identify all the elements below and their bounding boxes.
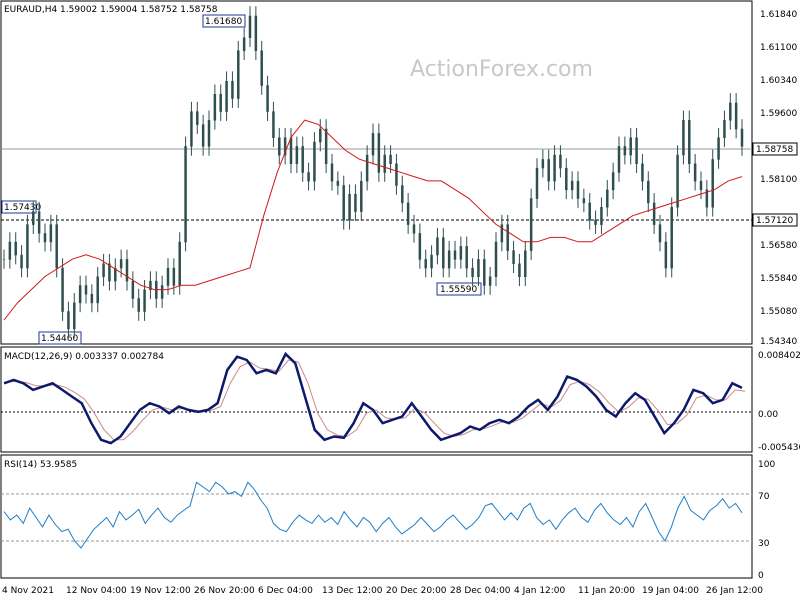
annotation-left-label: 1.57430 (4, 203, 41, 213)
support-price-box (752, 213, 798, 227)
x-tick-label: 26 Nov 20:00 (194, 586, 255, 596)
macd-tick-label: 0.00 (758, 410, 778, 420)
annotation-left: 1.57430 (1, 200, 41, 214)
x-axis: 4 Nov 2021 12 Nov 04:00 19 Nov 12:00 26 … (2, 586, 763, 596)
price-tick-label: 1.59600 (760, 109, 797, 119)
x-tick-label: 6 Dec 04:00 (258, 586, 313, 596)
x-tick-label: 26 Jan 12:00 (706, 586, 763, 596)
x-tick-label: 4 Nov 2021 (2, 586, 54, 596)
macd-title: MACD(12,26,9) 0.003337 0.002784 (4, 352, 164, 362)
x-tick-label: 13 Dec 12:00 (322, 586, 383, 596)
moving-average-line (3, 119, 743, 321)
price-tick-label: 1.58100 (760, 175, 797, 185)
annotation-high: 1.61680 (202, 14, 246, 28)
x-tick-label: 12 Nov 04:00 (66, 586, 127, 596)
macd-signal-line (6, 359, 746, 441)
price-candles (2, 6, 744, 339)
price-title: EURAUD,H4 1.59002 1.59004 1.58752 1.5875… (4, 5, 218, 15)
price-tick-label: 1.56580 (760, 241, 797, 251)
rsi-title: RSI(14) 53.9585 (4, 460, 77, 470)
x-tick-label: 20 Dec 20:00 (386, 586, 447, 596)
macd-tick-label: 0.008402 (758, 351, 800, 361)
price-tick-label: 1.61840 (760, 10, 797, 20)
rsi-line (3, 481, 743, 549)
x-tick-label: 4 Jan 12:00 (514, 586, 566, 596)
price-tick-label: 1.61100 (760, 43, 797, 53)
price-tick-label: 1.60340 (760, 76, 797, 86)
x-tick-label: 28 Dec 04:00 (450, 586, 511, 596)
annotation-dec-low-label: 1.55590 (440, 285, 477, 295)
price-panel (0, 0, 753, 345)
watermark: ActionForex.com (410, 57, 593, 82)
support-price-label: 1.57120 (756, 216, 793, 226)
macd-panel (0, 346, 753, 453)
x-tick-label: 19 Jan 04:00 (642, 586, 699, 596)
x-tick-label: 11 Jan 20:00 (578, 586, 635, 596)
rsi-tick-label: 70 (758, 492, 770, 502)
price-y-ticks: 1.61840 1.61100 1.60340 1.59600 1.58100 … (760, 10, 797, 347)
current-price-label: 1.58758 (756, 145, 793, 155)
annotation-low: 1.54460 (38, 331, 82, 345)
price-tick-label: 1.54340 (760, 337, 797, 347)
current-price-box (752, 142, 798, 156)
annotation-high-label: 1.61680 (205, 17, 242, 27)
price-tick-label: 1.55080 (760, 307, 797, 317)
macd-tick-label: -0.005436 (758, 443, 800, 453)
rsi-panel (0, 454, 753, 579)
rsi-tick-label: 30 (758, 539, 770, 549)
x-tick-label: 19 Nov 12:00 (130, 586, 191, 596)
annotation-dec-low: 1.55590 (436, 282, 482, 296)
rsi-tick-label: 100 (758, 460, 775, 470)
price-tick-label: 1.55840 (760, 274, 797, 284)
macd-line (3, 351, 743, 445)
annotation-low-label: 1.54460 (41, 334, 78, 344)
rsi-tick-label: 0 (758, 571, 764, 581)
